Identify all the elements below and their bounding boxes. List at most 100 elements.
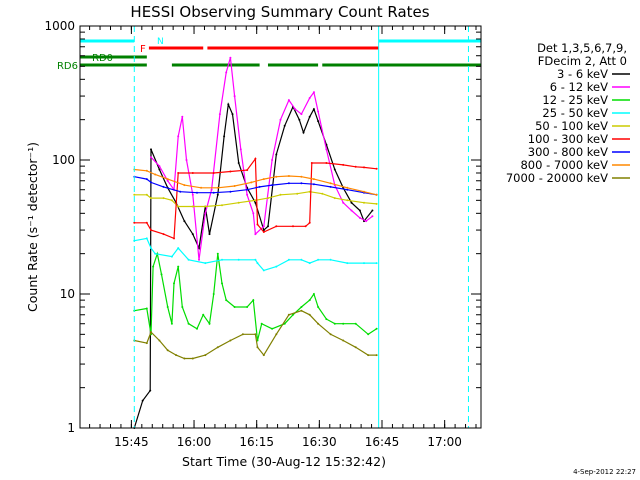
- series-layer: [133, 56, 378, 429]
- legend-label-1: 6 - 12 keV: [550, 80, 608, 94]
- series-8-point-23: [367, 354, 370, 357]
- series-4-point-17: [346, 199, 349, 202]
- series-5-point-13: [275, 225, 278, 228]
- series-2-point-16: [216, 252, 219, 255]
- series-0-point-28: [317, 120, 320, 123]
- series-5-point-5: [177, 172, 180, 174]
- plot-frame: [79, 25, 482, 429]
- series-line-0: [133, 102, 373, 429]
- series-1-point-1: [158, 165, 161, 168]
- series-1-point-20: [271, 159, 274, 161]
- series-8-point-13: [256, 346, 259, 349]
- series-4-point-16: [333, 197, 336, 200]
- series-2-point-19: [233, 306, 236, 308]
- series-1-point-32: [358, 216, 361, 219]
- series-5-point-16: [308, 221, 311, 224]
- series-1-point-14: [233, 95, 236, 98]
- series-7-point-16: [363, 190, 365, 193]
- series-2-point-31: [325, 318, 328, 321]
- series-8-point-14: [262, 354, 265, 357]
- series-0-point-15: [231, 113, 234, 116]
- legend-label-6: 300 - 800 keV: [528, 145, 608, 159]
- series-6-point-2: [150, 181, 152, 184]
- series-2-point-28: [308, 299, 311, 302]
- series-1-point-27: [317, 110, 320, 113]
- series-5-point-11: [256, 223, 259, 226]
- series-2-point-13: [202, 313, 205, 316]
- series-6-point-5: [196, 191, 198, 194]
- series-2-point-17: [221, 282, 223, 285]
- series-6-point-10: [271, 184, 274, 187]
- series-2-point-26: [292, 313, 294, 316]
- series-1-point-10: [210, 188, 213, 191]
- series-0-point-18: [254, 201, 257, 204]
- series-5-point-7: [212, 172, 215, 174]
- series-0-point-30: [333, 168, 336, 171]
- series-7-point-9: [262, 178, 265, 181]
- series-3-point-4: [170, 255, 173, 258]
- series-6-point-1: [145, 178, 148, 181]
- series-7-point-8: [250, 181, 253, 184]
- timestamp: 4-Sep-2012 22:27: [573, 468, 636, 476]
- series-1-point-7: [191, 193, 194, 196]
- series-8-point-21: [342, 339, 345, 342]
- series-1-point-28: [325, 148, 328, 151]
- series-3-point-17: [317, 258, 320, 261]
- series-0-point-26: [308, 115, 311, 118]
- series-7-point-7: [233, 185, 236, 187]
- series-2-point-12: [196, 327, 198, 330]
- x-tick-label-5: 17:00: [427, 435, 462, 449]
- series-2-point-24: [271, 327, 274, 330]
- vlines-layer: [133, 26, 469, 428]
- series-1-point-16: [246, 193, 249, 196]
- series-0-point-11: [208, 233, 211, 236]
- series-2: [133, 251, 378, 342]
- series-4-point-0: [133, 193, 136, 196]
- series-line-7: [134, 168, 377, 196]
- series-4-point-8: [221, 204, 223, 207]
- series-8-point-24: [375, 354, 378, 357]
- series-1: [150, 56, 374, 261]
- series-5-point-1: [145, 221, 148, 224]
- series-0-point-13: [223, 135, 226, 138]
- series-1-point-0: [150, 156, 152, 159]
- series-2-point-14: [208, 322, 211, 325]
- series-2-point-32: [333, 322, 336, 325]
- legend-label-3: 25 - 50 keV: [542, 106, 608, 120]
- series-8-point-18: [308, 313, 311, 316]
- legend: Det 1,3,5,6,7,9,FDecim 2, Att 03 - 6 keV…: [506, 41, 630, 185]
- series-4: [133, 190, 378, 208]
- series-2-point-33: [342, 322, 345, 325]
- series-4-point-11: [267, 197, 269, 200]
- series-1-point-30: [342, 201, 345, 204]
- series-5-point-9: [246, 169, 249, 172]
- series-2-point-1: [145, 307, 148, 310]
- series-3-point-15: [300, 258, 303, 261]
- series-8-point-3: [158, 339, 161, 342]
- series-8-point-22: [354, 346, 357, 349]
- flag-rd0-label: RD0: [92, 53, 113, 64]
- series-2-point-20: [246, 306, 249, 308]
- series-5-point-17: [310, 162, 313, 164]
- series-2-point-10: [181, 306, 184, 308]
- series-0-point-4: [158, 168, 161, 171]
- series-6-point-6: [212, 191, 215, 194]
- series-3-point-10: [254, 258, 257, 261]
- series-8-point-1: [145, 342, 148, 345]
- series-6-point-11: [287, 182, 290, 185]
- series-2-point-7: [170, 322, 173, 325]
- series-0-point-8: [191, 233, 194, 236]
- series-1-point-22: [287, 99, 290, 102]
- x-tick-label-2: 16:15: [239, 435, 274, 449]
- series-5-point-4: [173, 237, 175, 240]
- series-1-point-18: [254, 233, 257, 236]
- series-6-point-3: [162, 185, 165, 188]
- series-5-point-18: [325, 162, 328, 164]
- series-5-point-8: [229, 170, 232, 173]
- series-1-point-33: [365, 220, 368, 223]
- series-0-point-24: [298, 118, 301, 121]
- series-7-point-5: [200, 186, 203, 189]
- series-3-point-19: [346, 262, 349, 265]
- y-axis-label: Count Rate (s⁻¹ detector⁻¹): [25, 142, 40, 312]
